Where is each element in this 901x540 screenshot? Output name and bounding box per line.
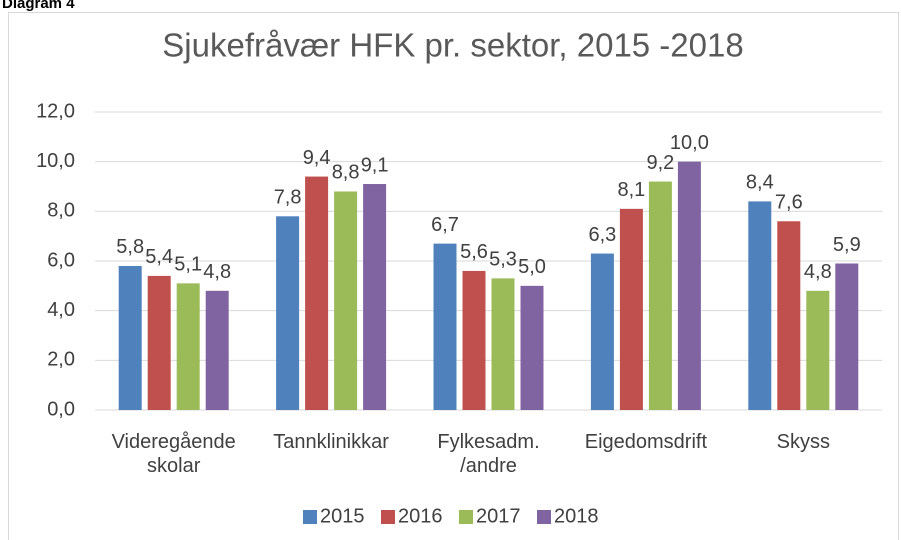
legend-label: 2017 <box>476 505 521 527</box>
bar <box>677 161 701 410</box>
bar <box>147 275 171 410</box>
legend-swatch <box>381 510 395 524</box>
x-tick-label: Videregående skolar <box>111 431 236 477</box>
x-tick-label: Tannklinikkar <box>273 431 389 453</box>
legend-label: 2016 <box>398 505 443 527</box>
bar <box>305 176 329 410</box>
value-label: 8,1 <box>617 179 645 201</box>
bar <box>433 243 457 410</box>
bar <box>520 285 544 410</box>
legend-label: 2015 <box>320 505 365 527</box>
bar <box>491 278 515 410</box>
bar <box>648 181 672 410</box>
bar <box>176 283 200 410</box>
value-label: 9,4 <box>303 147 331 169</box>
value-label: 4,8 <box>203 261 231 283</box>
bar <box>276 216 300 410</box>
bar <box>777 221 801 410</box>
bar <box>462 270 486 410</box>
bar <box>835 263 859 410</box>
value-label: 8,8 <box>332 162 360 184</box>
value-label: 6,7 <box>431 214 459 236</box>
value-label: 5,3 <box>489 249 517 271</box>
value-label: 7,8 <box>274 187 302 209</box>
value-label: 5,1 <box>174 254 202 276</box>
bar <box>118 265 142 410</box>
y-tick-label: 10,0 <box>36 150 75 172</box>
chart-frame <box>8 12 899 540</box>
bar <box>619 208 643 410</box>
y-tick-label: 6,0 <box>47 249 75 271</box>
bar <box>806 290 830 410</box>
value-label: 8,4 <box>746 172 774 194</box>
y-tick-label: 2,0 <box>47 349 75 371</box>
value-label: 7,6 <box>775 192 803 214</box>
bar <box>363 184 387 410</box>
caption: Diagram 4 <box>2 0 75 12</box>
bar <box>748 201 772 410</box>
legend-swatch <box>459 510 473 524</box>
x-tick-label: Eigedomsdrift <box>584 431 708 453</box>
y-tick-label: 12,0 <box>36 100 75 122</box>
value-label: 5,6 <box>460 241 488 263</box>
x-tick-label: Skyss <box>776 431 830 453</box>
value-label: 10,0 <box>670 132 709 154</box>
value-label: 5,0 <box>518 256 546 278</box>
value-label: 9,1 <box>361 154 389 176</box>
value-label: 4,8 <box>804 261 832 283</box>
y-tick-label: 0,0 <box>47 398 75 420</box>
value-label: 9,2 <box>646 152 674 174</box>
value-label: 5,8 <box>116 236 144 258</box>
value-label: 6,3 <box>588 224 616 246</box>
bar <box>590 253 614 410</box>
legend-swatch <box>303 510 317 524</box>
y-tick-label: 8,0 <box>47 200 75 222</box>
bar <box>205 290 229 410</box>
bar <box>334 191 358 410</box>
legend-swatch <box>537 510 551 524</box>
chart-title: Sjukefråvær HFK pr. sektor, 2015 -2018 <box>162 27 743 64</box>
value-label: 5,4 <box>145 246 173 268</box>
y-tick-label: 4,0 <box>47 299 75 321</box>
value-label: 5,9 <box>833 234 861 256</box>
x-tick-label: Fylkesadm. /andre <box>437 431 540 477</box>
legend-label: 2018 <box>554 505 599 527</box>
